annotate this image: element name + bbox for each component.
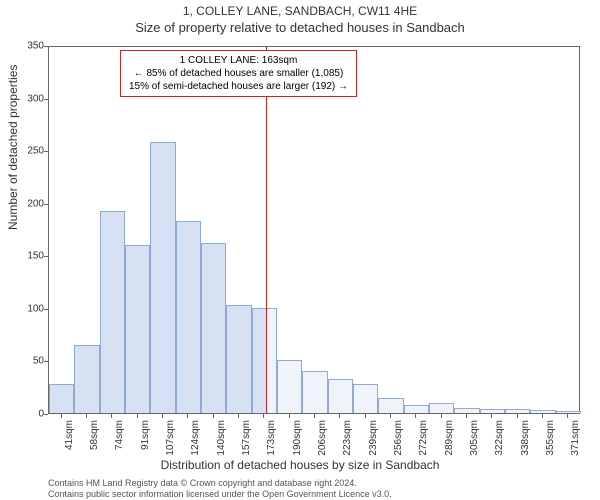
y-tick-label: 350 <box>4 41 44 52</box>
plot-area <box>48 46 580 414</box>
y-tick-mark <box>44 256 48 257</box>
annotation-line2: ← 85% of detached houses are smaller (1,… <box>129 67 348 80</box>
x-tick-label: 239sqm <box>368 420 379 456</box>
histogram-bar <box>49 384 74 413</box>
y-tick-label: 250 <box>4 146 44 157</box>
x-tick-mark <box>162 414 163 418</box>
x-tick-mark <box>441 414 442 418</box>
x-tick-label: 305sqm <box>469 420 480 456</box>
histogram-bar <box>226 305 251 413</box>
x-tick-label: 322sqm <box>494 420 505 456</box>
y-tick-label: 200 <box>4 198 44 209</box>
x-tick-mark <box>415 414 416 418</box>
histogram-bar <box>429 403 454 414</box>
x-tick-label: 371sqm <box>570 420 581 456</box>
annotation-box: 1 COLLEY LANE: 163sqm ← 85% of detached … <box>120 50 357 97</box>
y-tick-label: 150 <box>4 251 44 262</box>
x-tick-label: 223sqm <box>342 420 353 456</box>
x-tick-mark <box>314 414 315 418</box>
histogram-bar <box>404 405 429 413</box>
x-tick-mark <box>517 414 518 418</box>
footer-line1: Contains HM Land Registry data © Crown c… <box>48 478 392 489</box>
x-tick-label: 289sqm <box>444 420 455 456</box>
histogram-bar <box>328 379 353 413</box>
x-tick-mark <box>86 414 87 418</box>
histogram-bar-split-right <box>266 308 277 413</box>
x-tick-mark <box>213 414 214 418</box>
y-tick-mark <box>44 99 48 100</box>
x-tick-mark <box>238 414 239 418</box>
histogram-bar <box>480 409 505 413</box>
x-tick-label: 206sqm <box>317 420 328 456</box>
histogram-bar <box>530 410 555 413</box>
chart-title-main: 1, COLLEY LANE, SANDBACH, CW11 4HE <box>0 4 600 18</box>
x-tick-label: 256sqm <box>393 420 404 456</box>
chart-title-sub: Size of property relative to detached ho… <box>0 20 600 35</box>
histogram-bar-split-left <box>252 308 266 413</box>
x-tick-mark <box>263 414 264 418</box>
x-tick-label: 58sqm <box>89 420 100 450</box>
x-tick-label: 107sqm <box>165 420 176 456</box>
y-tick-mark <box>44 414 48 415</box>
x-tick-mark <box>187 414 188 418</box>
x-tick-label: 140sqm <box>216 420 227 456</box>
x-tick-mark <box>111 414 112 418</box>
x-axis-label: Distribution of detached houses by size … <box>0 458 600 472</box>
x-tick-label: 173sqm <box>266 420 277 456</box>
footer-attribution: Contains HM Land Registry data © Crown c… <box>48 478 392 500</box>
histogram-bar <box>277 360 302 413</box>
x-tick-label: 124sqm <box>190 420 201 456</box>
x-tick-mark <box>365 414 366 418</box>
x-tick-label: 338sqm <box>520 420 531 456</box>
histogram-bar <box>125 245 150 413</box>
histogram-bar <box>176 221 201 413</box>
x-tick-label: 157sqm <box>241 420 252 456</box>
x-tick-mark <box>466 414 467 418</box>
histogram-bar <box>201 243 226 413</box>
y-tick-label: 100 <box>4 303 44 314</box>
y-tick-label: 0 <box>4 409 44 420</box>
y-tick-mark <box>44 46 48 47</box>
histogram-bar <box>150 142 175 413</box>
x-tick-mark <box>542 414 543 418</box>
x-tick-mark <box>491 414 492 418</box>
x-tick-mark <box>390 414 391 418</box>
x-tick-mark <box>339 414 340 418</box>
annotation-line1: 1 COLLEY LANE: 163sqm <box>129 54 348 67</box>
y-tick-mark <box>44 151 48 152</box>
histogram-bar <box>302 371 327 413</box>
histogram-bar <box>454 408 479 413</box>
x-tick-label: 91sqm <box>140 420 151 450</box>
annotation-line3: 15% of semi-detached houses are larger (… <box>129 80 348 93</box>
histogram-bar <box>556 411 581 413</box>
y-tick-label: 50 <box>4 356 44 367</box>
histogram-bar <box>378 398 403 413</box>
y-tick-mark <box>44 309 48 310</box>
x-tick-mark <box>567 414 568 418</box>
histogram-bar <box>353 384 378 413</box>
x-tick-label: 272sqm <box>418 420 429 456</box>
reference-line <box>266 47 267 413</box>
footer-line2: Contains public sector information licen… <box>48 489 392 500</box>
x-tick-label: 41sqm <box>64 420 75 450</box>
histogram-bar <box>74 345 99 413</box>
histogram-bar <box>505 409 530 413</box>
x-tick-mark <box>61 414 62 418</box>
y-tick-label: 300 <box>4 93 44 104</box>
chart-container: 1, COLLEY LANE, SANDBACH, CW11 4HE Size … <box>0 0 600 500</box>
x-tick-mark <box>137 414 138 418</box>
x-tick-mark <box>289 414 290 418</box>
x-tick-label: 74sqm <box>114 420 125 450</box>
histogram-bar <box>100 211 125 413</box>
x-tick-label: 190sqm <box>292 420 303 456</box>
y-tick-mark <box>44 204 48 205</box>
y-tick-mark <box>44 361 48 362</box>
x-tick-label: 355sqm <box>545 420 556 456</box>
